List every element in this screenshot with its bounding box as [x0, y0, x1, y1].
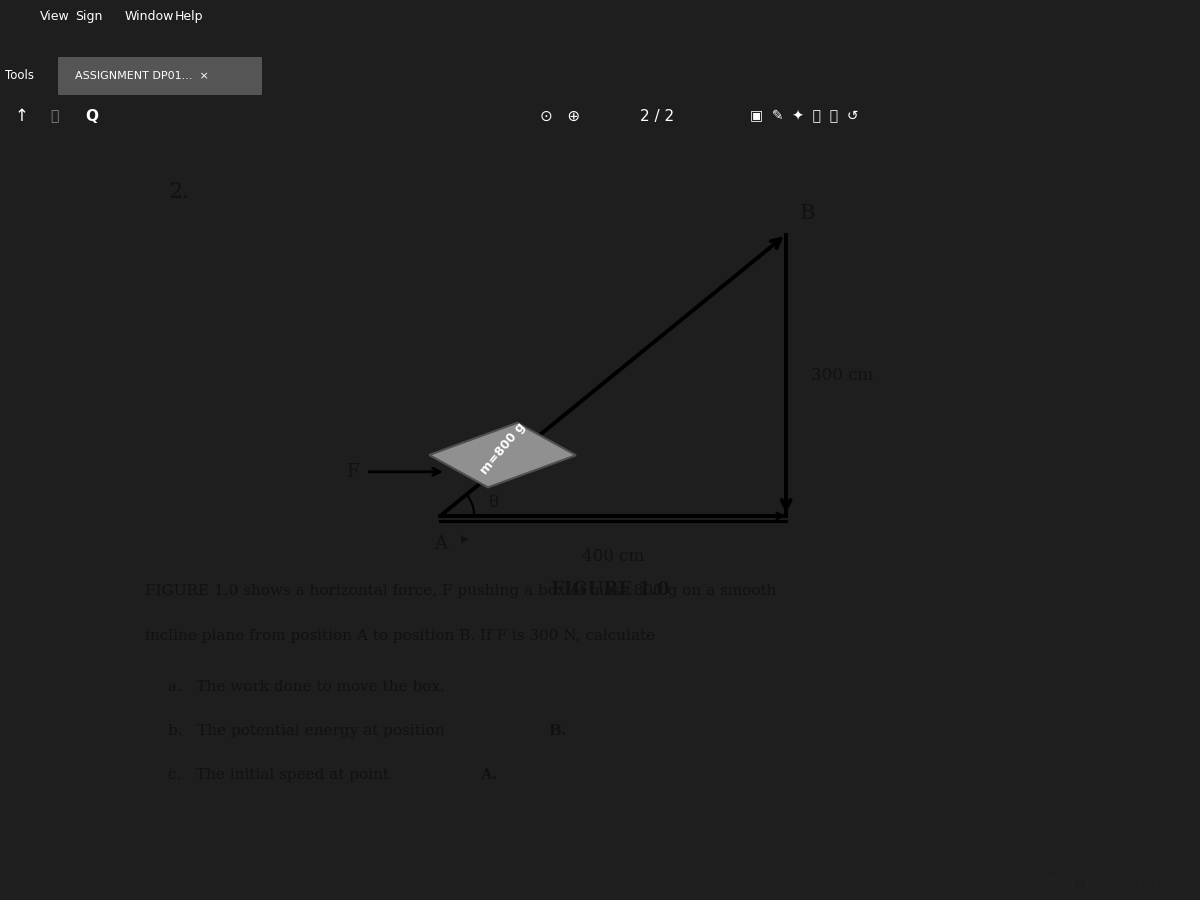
Text: 300 cm: 300 cm — [811, 367, 874, 383]
Text: ⬛: ⬛ — [50, 109, 59, 123]
Text: m=800 g: m=800 g — [478, 420, 528, 478]
Text: B: B — [799, 204, 815, 223]
Polygon shape — [430, 423, 576, 488]
Text: 2021.10.26 23:13: 2021.10.26 23:13 — [1046, 876, 1166, 888]
Text: ▶: ▶ — [461, 535, 468, 544]
Text: View: View — [40, 10, 70, 22]
Text: a.   The work done to move the box.: a. The work done to move the box. — [168, 680, 445, 694]
Text: 2.: 2. — [168, 181, 190, 203]
Text: 2 / 2: 2 / 2 — [640, 109, 674, 123]
Text: b.   The potential energy at position: b. The potential energy at position — [168, 724, 450, 738]
Text: Tools: Tools — [5, 69, 34, 82]
Text: Window: Window — [125, 10, 174, 22]
Text: ▣  ✎  ✦  ⬛  🗑  ↺: ▣ ✎ ✦ ⬛ 🗑 ↺ — [750, 109, 858, 123]
Text: A: A — [434, 535, 448, 553]
Text: θ: θ — [488, 494, 498, 511]
Text: ↑: ↑ — [14, 107, 29, 125]
Text: 400 cm: 400 cm — [582, 548, 644, 565]
Text: FIGURE 1.0: FIGURE 1.0 — [551, 580, 670, 598]
Text: A.: A. — [480, 769, 497, 782]
Text: c.   The initial speed at point: c. The initial speed at point — [168, 769, 394, 782]
Text: incline plane from position A to position B. If F is 300 N, calculate: incline plane from position A to positio… — [145, 628, 655, 643]
Text: Help: Help — [175, 10, 204, 22]
Text: FIGURE 1.0 shows a horizontal force, F pushing a box of mass 800 g on a smooth: FIGURE 1.0 shows a horizontal force, F p… — [145, 584, 776, 598]
Text: Q: Q — [85, 109, 98, 123]
Text: B.: B. — [548, 724, 566, 738]
Text: F: F — [346, 463, 359, 481]
Text: ASSIGNMENT DP01...  ×: ASSIGNMENT DP01... × — [74, 70, 209, 81]
Text: ⊙   ⊕: ⊙ ⊕ — [540, 109, 580, 123]
FancyBboxPatch shape — [58, 0, 262, 168]
Text: Sign: Sign — [74, 10, 102, 22]
